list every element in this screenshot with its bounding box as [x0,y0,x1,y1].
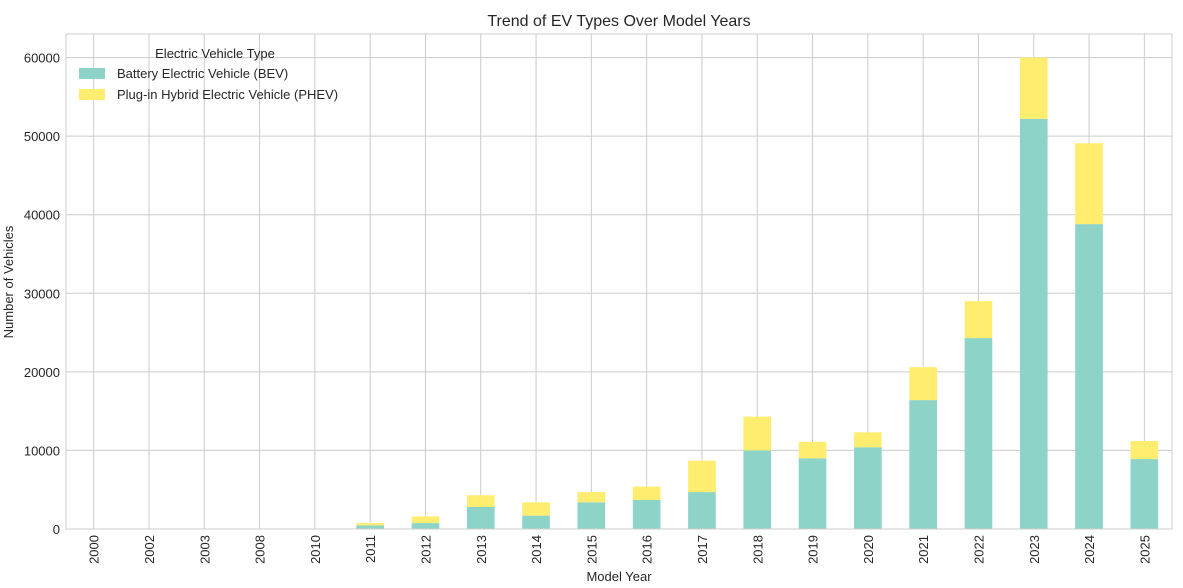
bar-phev-2013 [466,495,495,507]
bar-bev-2015 [577,502,606,529]
x-tick-label: 2014 [529,535,544,564]
y-tick-label: 50000 [24,129,60,144]
x-tick-label: 2023 [1027,535,1042,564]
y-tick-label: 20000 [24,365,60,380]
bar-bev-2024 [1075,224,1103,529]
x-tick-label: 2003 [197,535,212,564]
y-tick-labels: 0 10000 20000 30000 40000 50000 60000 [24,51,60,537]
legend-title: Electric Vehicle Type [155,46,275,61]
y-tick-label: 30000 [24,286,60,301]
x-tick-labels: 2000 2002 2003 2008 2010 2011 2012 2013 2014 2015… [87,535,1153,564]
x-tick-label: 2012 [418,535,433,564]
bar-phev-2012 [411,516,440,524]
legend-label-phev: Plug-in Hybrid Electric Vehicle (PHEV) [117,87,338,102]
bar-bev-2012 [411,523,440,529]
x-tick-label: 2010 [308,535,323,564]
y-tick-label: 60000 [24,51,60,66]
bar-bev-2025 [1130,459,1159,529]
bar-phev-2017 [688,460,716,493]
bar-bev-2018 [743,450,772,529]
bar-bev-2014 [522,515,550,529]
x-tick-label: 2016 [640,535,655,564]
x-tick-label: 2008 [253,535,268,564]
bar-phev-2011 [356,523,384,526]
bar-bev-2016 [632,499,661,529]
plot-area [66,34,1172,529]
bar-bev-2023 [1019,118,1048,529]
bar-bev-2019 [798,458,827,529]
x-tick-label: 2018 [750,535,765,564]
y-tick-label: 40000 [24,208,60,223]
x-tick-label: 2021 [916,535,931,564]
bar-bev-2011 [356,525,384,529]
x-tick-label: 2013 [474,535,489,564]
x-tick-label: 2011 [363,535,378,563]
x-tick-label: 2000 [87,535,102,564]
bar-phev-2025 [1130,441,1159,460]
bar-phev-2020 [854,432,882,448]
bar-phev-2014 [522,502,550,516]
bar-bev-2017 [688,492,716,529]
bars [79,57,1159,529]
legend: Electric Vehicle Type Battery Electric V… [79,46,338,102]
x-axis-label: Model Year [586,569,652,584]
bar-bev-2020 [854,447,882,529]
bar-phev-2024 [1075,143,1103,225]
bar-phev-2019 [798,441,827,459]
bar-bev-2021 [909,400,937,529]
y-tick-label: 0 [53,522,60,537]
x-tick-label: 2019 [806,535,821,564]
chart-title: Trend of EV Types Over Model Years [487,13,750,30]
x-tick-label: 2020 [861,535,876,564]
x-tick-label: 2017 [695,535,710,564]
x-tick-label: 2002 [142,535,157,564]
legend-label-bev: Battery Electric Vehicle (BEV) [117,66,288,81]
bar-bev-2022 [964,338,993,529]
x-tick-label: 2025 [1137,535,1152,564]
bar-phev-2022 [964,301,993,339]
plot-frame [65,33,1173,530]
legend-swatch-bev [79,68,105,79]
bar-phev-2021 [909,367,937,401]
bar-phev-2015 [577,492,606,503]
x-tick-label: 2015 [584,535,599,564]
y-axis-label: Number of Vehicles [1,225,16,338]
legend-swatch-phev [79,89,105,100]
bar-phev-2016 [632,486,661,500]
x-tick-label: 2024 [1082,535,1097,564]
bar-phev-2023 [1019,57,1048,119]
bar-bev-2013 [466,507,495,529]
y-tick-label: 10000 [24,443,60,458]
x-tick-label: 2022 [971,535,986,564]
bar-phev-2018 [743,416,772,451]
